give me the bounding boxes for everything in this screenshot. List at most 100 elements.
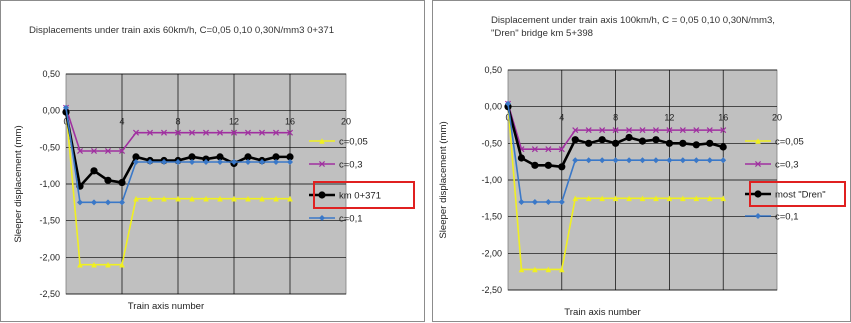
- chart-right: Displacement under train axis 100km/h, C…: [438, 15, 846, 318]
- data-point-c-0-3: [76, 147, 84, 155]
- data-point-c-0-1: [175, 159, 181, 165]
- x-tick-label: 0: [63, 117, 68, 127]
- data-point-c-0-3: [531, 146, 538, 153]
- data-point-c-0-05: [147, 195, 153, 202]
- data-point-c-0-1: [245, 159, 251, 165]
- x-tick-label: 16: [285, 117, 295, 127]
- y-axis-label: Sleeper displacement (mm): [13, 125, 24, 242]
- y-tick-label: 0,50: [42, 69, 60, 79]
- data-point-km-0-371: [272, 153, 280, 161]
- data-point-c-0-05: [91, 261, 97, 268]
- data-point-km-0-371: [286, 153, 294, 161]
- data-point-km-0-371: [90, 167, 98, 175]
- x-tick-label: 12: [229, 117, 239, 127]
- data-point-c-0-1: [505, 100, 511, 107]
- data-point-c-0-05: [273, 195, 279, 202]
- data-point-c-0-3: [90, 147, 98, 155]
- data-point-most-dren: [517, 154, 526, 162]
- y-tick-label: 0,50: [484, 65, 502, 75]
- x-tick-label: 20: [772, 113, 782, 123]
- data-point-km-0-371: [118, 178, 126, 187]
- data-point-c-0-05: [666, 195, 673, 202]
- x-tick-label: 20: [341, 117, 351, 127]
- data-point-c-0-05: [133, 195, 139, 202]
- legend-label-c-0-3: c=0,3: [339, 160, 363, 171]
- legend-label-c-0-3: c=0,3: [775, 160, 799, 171]
- data-point-c-0-3: [104, 147, 112, 155]
- data-point-c-0-1: [77, 199, 83, 206]
- legend-label-c-0-1: c=0,1: [775, 212, 799, 223]
- data-point-c-0-1: [558, 199, 565, 205]
- data-point-c-0-1: [545, 199, 552, 205]
- data-point-most-dren: [571, 136, 579, 144]
- data-point-c-0-1: [612, 157, 619, 164]
- data-point-c-0-3: [132, 129, 140, 136]
- legend-highlight-box: [749, 181, 846, 207]
- data-point-c-0-05: [259, 195, 265, 202]
- data-point-c-0-1: [585, 157, 592, 164]
- x-tick-label: 16: [718, 113, 728, 123]
- data-point-c-0-1: [720, 157, 727, 164]
- data-point-c-0-3: [599, 127, 606, 134]
- data-point-c-0-1: [626, 157, 633, 164]
- data-point-c-0-3: [286, 129, 294, 136]
- data-point-c-0-05: [612, 195, 619, 202]
- legend-label-most-dren: most "Dren": [775, 190, 826, 201]
- data-point-c-0-3: [572, 127, 579, 134]
- data-point-c-0-3: [272, 129, 280, 136]
- y-tick-label: -1,00: [39, 179, 60, 189]
- data-point-c-0-1: [105, 199, 111, 206]
- data-point-c-0-1: [531, 199, 538, 205]
- data-point-c-0-3: [545, 146, 552, 153]
- data-point-c-0-05: [518, 266, 525, 273]
- legend-label-c-0-05: c=0,05: [339, 137, 368, 148]
- data-point-c-0-3: [146, 129, 154, 136]
- data-point-c-0-05: [217, 195, 223, 202]
- data-point-c-0-05: [639, 195, 646, 202]
- chart-title: Displacement under train axis 100km/h, C…: [491, 15, 775, 26]
- data-point-c-0-1: [217, 159, 223, 165]
- y-axis-label: Sleeper displacement (mm): [438, 121, 449, 238]
- data-point-c-0-1: [63, 104, 69, 111]
- data-point-km-0-371: [216, 153, 224, 161]
- data-point-most-dren: [665, 139, 673, 147]
- data-point-c-0-3: [202, 129, 210, 136]
- data-point-most-dren: [558, 163, 566, 171]
- data-point-c-0-3: [258, 129, 266, 136]
- data-point-c-0-3: [639, 127, 646, 134]
- y-tick-label: 0,00: [42, 106, 60, 116]
- data-point-c-0-3: [174, 129, 182, 136]
- legend-marker-c-0-05: [755, 138, 761, 144]
- data-point-c-0-05: [545, 266, 552, 273]
- data-point-c-0-1: [666, 157, 673, 164]
- y-tick-label: -1,50: [39, 216, 60, 226]
- data-point-c-0-3: [720, 127, 727, 134]
- legend-label-c-0-1: c=0,1: [339, 214, 363, 225]
- data-point-c-0-05: [175, 195, 181, 202]
- data-point-c-0-1: [203, 159, 209, 165]
- data-point-c-0-1: [133, 159, 139, 165]
- data-point-c-0-1: [652, 157, 659, 164]
- data-point-c-0-1: [91, 199, 97, 206]
- data-point-c-0-1: [259, 159, 265, 165]
- x-tick-label: 4: [559, 113, 564, 123]
- legend-label-c-0-05: c=0,05: [775, 137, 804, 148]
- y-tick-label: -2,00: [39, 252, 60, 262]
- legend-marker-c-0-05: [319, 138, 325, 144]
- data-point-c-0-1: [119, 199, 125, 206]
- data-point-c-0-05: [599, 195, 605, 202]
- chart-title: "Dren" bridge km 5+398: [491, 28, 593, 39]
- data-point-most-dren: [638, 137, 647, 145]
- data-point-c-0-1: [679, 157, 686, 164]
- chart-panel-right: Displacement under train axis 100km/h, C…: [432, 0, 851, 322]
- y-tick-label: -0,50: [481, 138, 502, 148]
- x-axis-label: Train axis number: [564, 307, 641, 318]
- chart-title: Displacements under train axis 60km/h, C…: [29, 25, 334, 36]
- data-point-most-dren: [625, 133, 633, 142]
- data-point-c-0-1: [273, 159, 279, 165]
- legend-marker-most-dren: [754, 190, 762, 198]
- data-point-most-dren: [679, 139, 687, 147]
- data-point-c-0-3: [216, 129, 224, 136]
- x-tick-label: 0: [505, 113, 510, 123]
- data-point-most-dren: [719, 143, 727, 151]
